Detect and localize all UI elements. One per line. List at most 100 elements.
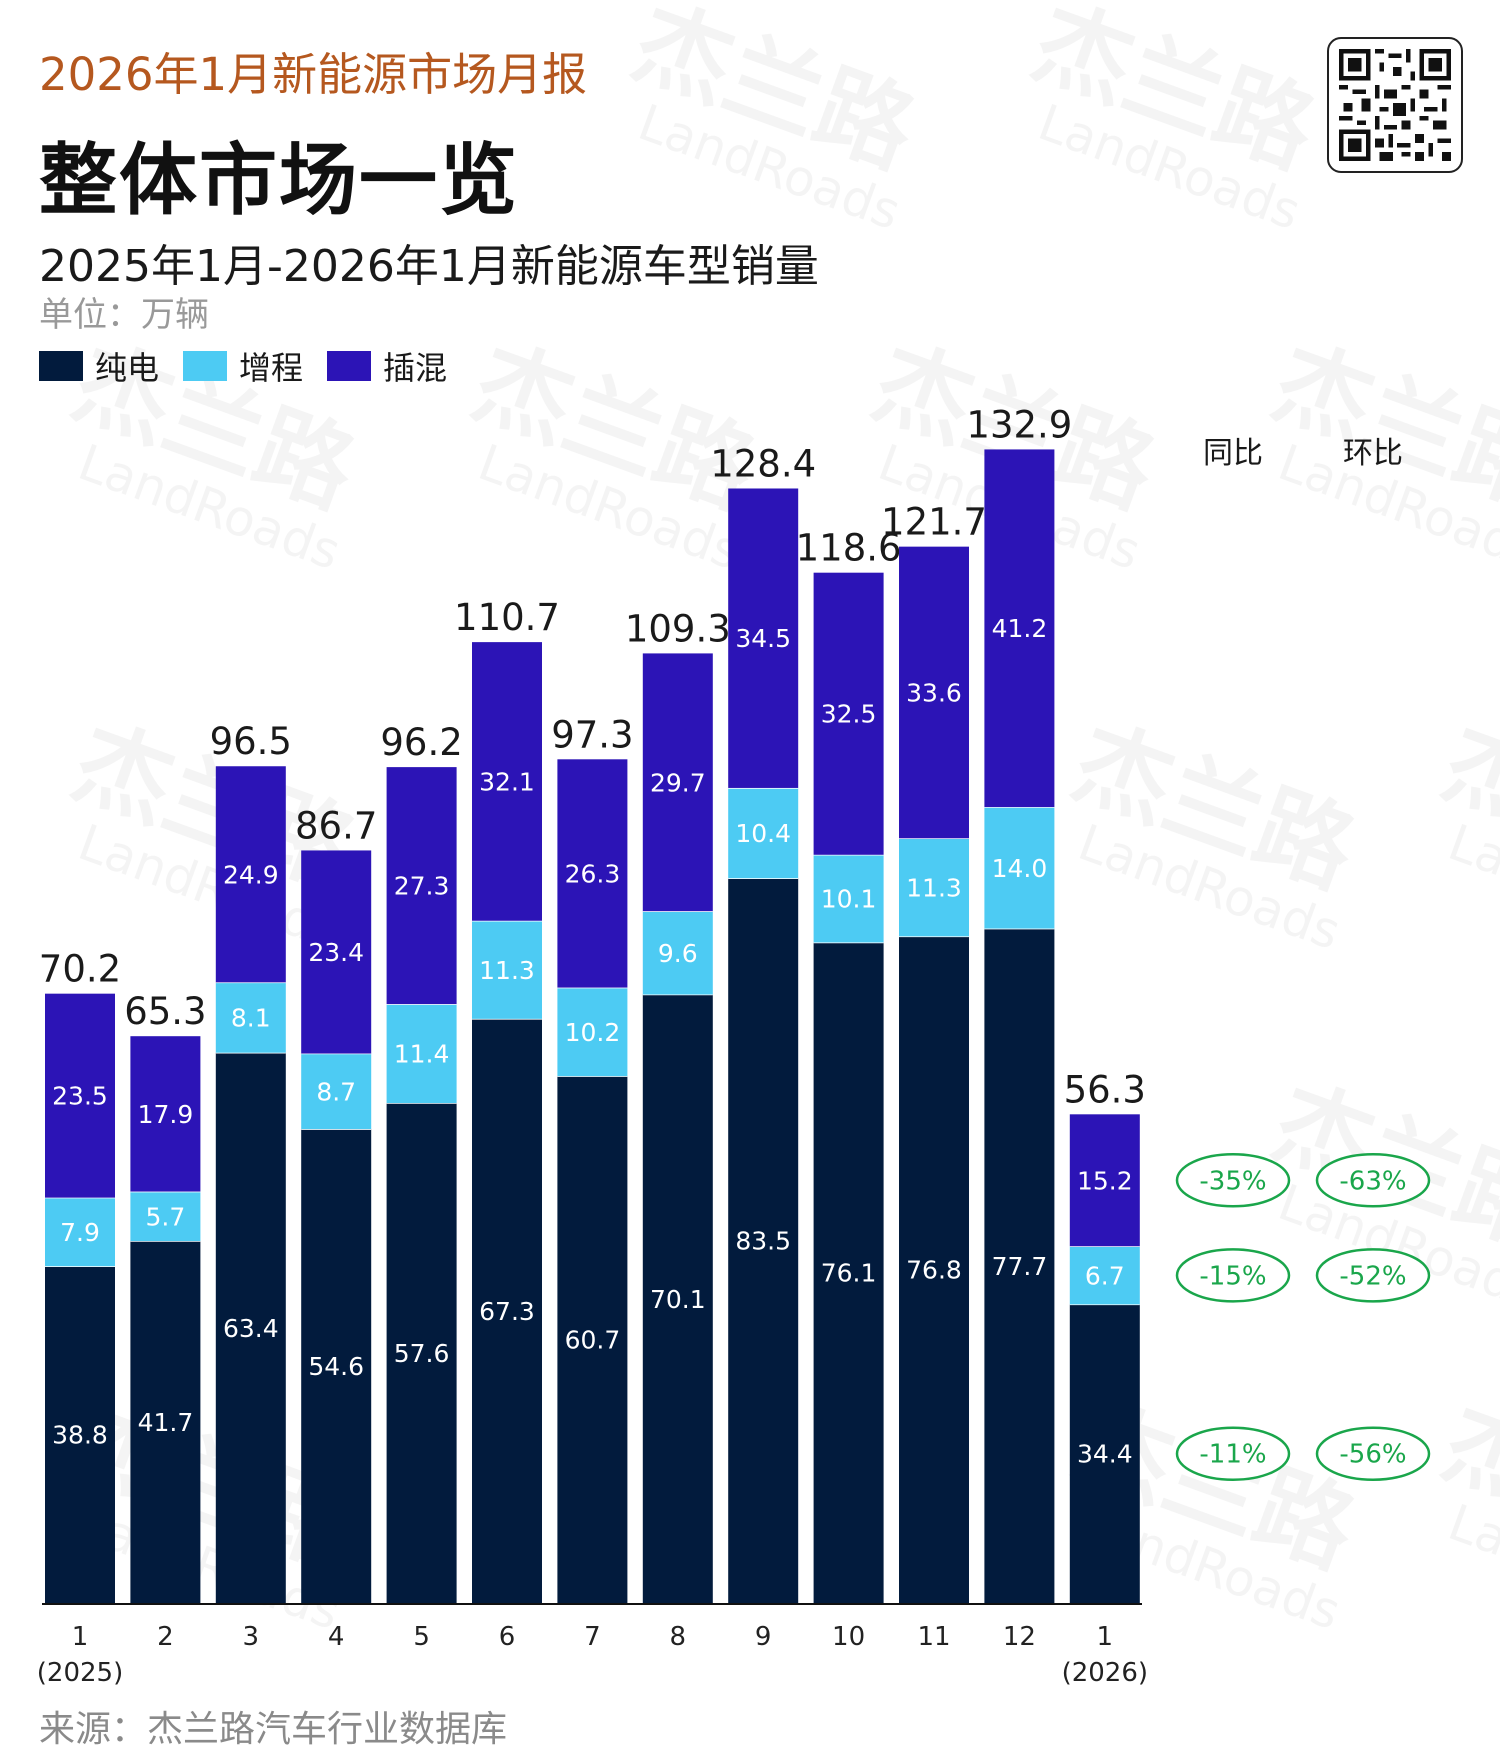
bar-segment-bev: [984, 928, 1055, 1603]
x-tick-label: 7: [584, 1622, 601, 1652]
segment-value-label: 34.4: [1077, 1440, 1133, 1469]
segment-value-label: 10.4: [735, 819, 791, 848]
x-tick-label: 5: [413, 1622, 430, 1652]
segment-value-label: 5.7: [146, 1202, 186, 1231]
x-tick-label: 2: [157, 1622, 174, 1652]
segment-value-label: 70.1: [650, 1285, 706, 1314]
legend-label-erev: 增程: [239, 349, 304, 387]
legend: 纯电 增程 插混: [39, 343, 471, 389]
total-value-label: 97.3: [551, 713, 633, 756]
bar-segment-phev: [813, 572, 884, 855]
bar-segment-bev: [215, 1052, 286, 1603]
total-value-label: 96.5: [210, 720, 292, 763]
segment-value-label: 9.6: [658, 939, 698, 968]
total-value-label: 109.3: [625, 607, 731, 650]
segment-value-label: 83.5: [735, 1227, 791, 1256]
bar-segment-phev: [130, 1036, 201, 1192]
total-value-label: 128.4: [710, 442, 816, 485]
bar-segment-phev: [984, 449, 1055, 808]
bar-segment-erev: [301, 1053, 372, 1130]
x-tick-label: 9: [755, 1622, 772, 1652]
qr-code-icon[interactable]: [1327, 37, 1463, 173]
segment-value-label: 32.5: [821, 700, 877, 729]
segment-value-label: 57.6: [394, 1339, 450, 1368]
x-tick-label: 10: [832, 1622, 865, 1652]
legend-label-bev: 纯电: [95, 349, 160, 387]
segment-value-label: 27.3: [394, 872, 450, 901]
segment-value-label: 24.9: [223, 860, 279, 889]
segment-value-label: 63.4: [223, 1314, 279, 1343]
stacked-bar-chart: 38.87.923.570.21(2025)41.75.717.965.3263…: [37, 403, 1431, 1688]
segment-value-label: 7.9: [60, 1218, 100, 1247]
bar-segment-bev: [45, 1266, 115, 1603]
bar-segment-bev: [301, 1129, 372, 1603]
bar-segment-erev: [984, 807, 1055, 929]
segment-value-label: 23.4: [308, 938, 364, 967]
segment-value-label: 77.7: [992, 1252, 1048, 1281]
total-value-label: 56.3: [1064, 1068, 1146, 1111]
legend-item-phev: 插混: [327, 343, 447, 389]
legend-item-bev: 纯电: [39, 343, 159, 389]
yoy-value: -35%: [1199, 1166, 1266, 1196]
bar-segment-erev: [813, 854, 884, 943]
bar-segment-erev: [215, 982, 286, 1053]
segment-value-label: 10.2: [565, 1018, 621, 1047]
bar-segment-bev: [557, 1076, 628, 1603]
legend-swatch-phev: [327, 351, 372, 381]
legend-label-phev: 插混: [383, 349, 448, 387]
segment-value-label: 6.7: [1085, 1261, 1125, 1290]
bar-segment-erev: [642, 911, 713, 995]
bar-segment-bev: [386, 1103, 457, 1603]
x-tick-label: 1: [1097, 1622, 1114, 1652]
segment-value-label: 29.7: [650, 768, 706, 797]
qr-code-graphic: [1339, 49, 1451, 161]
yoy-header: 同比: [1203, 436, 1263, 471]
bar-segment-phev: [1069, 1114, 1140, 1247]
segment-value-label: 34.5: [735, 624, 791, 653]
total-value-label: 86.7: [295, 804, 377, 847]
legend-swatch-bev: [39, 351, 83, 381]
total-value-label: 65.3: [124, 990, 206, 1033]
report-brand: 2026年1月新能源市场月报: [39, 48, 588, 101]
total-value-label: 110.7: [454, 596, 560, 639]
x-tick-label: 11: [917, 1622, 950, 1652]
bar-segment-erev: [130, 1191, 201, 1242]
bar-segment-phev: [45, 993, 115, 1198]
bar-segment-bev: [472, 1018, 542, 1603]
bar-segment-phev: [899, 546, 969, 839]
chart-title: 2025年1月-2026年1月新能源车型销量: [39, 241, 819, 292]
segment-value-label: 32.1: [479, 767, 535, 796]
total-value-label: 96.2: [380, 721, 462, 764]
x-tick-sublabel: (2025): [37, 1658, 123, 1688]
bar-segment-erev: [557, 987, 628, 1077]
bar-segment-phev: [301, 850, 372, 1054]
bar-segment-erev: [728, 787, 799, 879]
x-tick-label: 8: [670, 1622, 687, 1652]
bar-segment-phev: [557, 759, 628, 988]
segment-value-label: 33.6: [906, 678, 962, 707]
page-title: 整体市场一览: [39, 136, 520, 226]
mom-value: -56%: [1339, 1440, 1406, 1470]
bar-segment-erev: [899, 838, 969, 937]
segment-value-label: 11.4: [394, 1040, 450, 1069]
bar-segment-erev: [472, 920, 542, 1019]
segment-value-label: 17.9: [138, 1100, 194, 1129]
bar-segment-phev: [728, 488, 799, 788]
yoy-badge: [1175, 1248, 1291, 1303]
mom-badge: [1315, 1248, 1431, 1303]
segment-value-label: 76.8: [906, 1256, 962, 1285]
segment-value-label: 54.6: [308, 1352, 364, 1381]
x-tick-label: 12: [1003, 1622, 1036, 1652]
segment-value-label: 11.3: [479, 956, 535, 985]
segment-value-label: 15.2: [1077, 1166, 1133, 1195]
total-value-label: 118.6: [796, 527, 902, 570]
bar-segment-bev: [899, 936, 969, 1603]
yoy-value: -15%: [1199, 1261, 1266, 1291]
legend-item-erev: 增程: [183, 343, 303, 389]
bar-segment-phev: [215, 766, 286, 983]
x-tick-label: 4: [328, 1622, 345, 1652]
bar-segment-erev: [1069, 1246, 1140, 1305]
bar-segment-bev: [728, 878, 799, 1603]
segment-value-label: 11.3: [906, 873, 962, 902]
total-value-label: 121.7: [881, 501, 987, 544]
